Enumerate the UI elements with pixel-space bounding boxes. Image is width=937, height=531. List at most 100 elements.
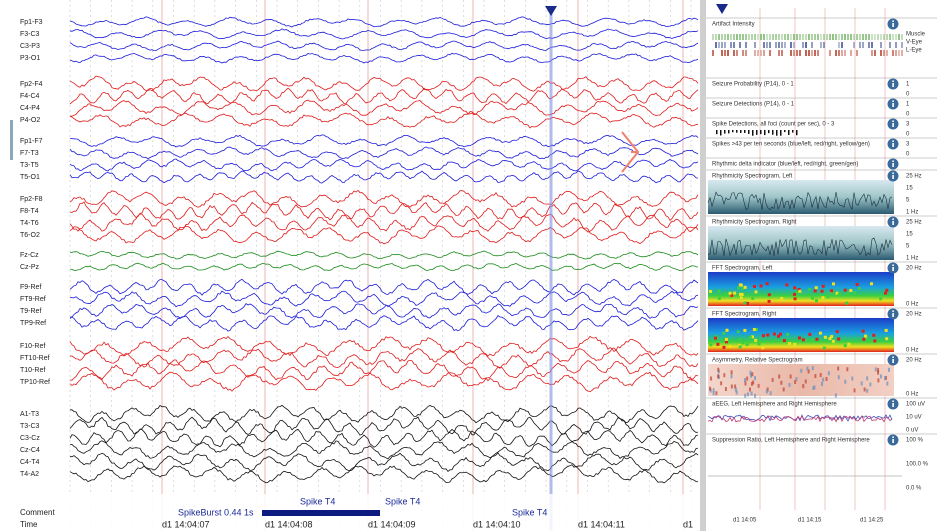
artifact-tick <box>754 42 756 48</box>
spike-bar <box>772 130 774 135</box>
spectrogram-cell <box>715 391 718 396</box>
info-button[interactable] <box>887 138 899 150</box>
info-button[interactable] <box>887 170 899 182</box>
info-button[interactable] <box>887 98 899 110</box>
waveform <box>69 75 699 92</box>
spike-burst-bar[interactable] <box>262 510 380 516</box>
artifact-tick <box>850 50 852 56</box>
spectrogram-cell <box>709 289 713 293</box>
spectrogram-cell <box>872 333 876 337</box>
spectrogram-cell <box>734 384 737 389</box>
info-button[interactable] <box>887 118 899 130</box>
panel-title: FFT Spectrogram, Right <box>712 312 777 318</box>
spectrogram-cell <box>744 393 747 398</box>
info-button[interactable] <box>887 262 899 274</box>
info-dot <box>892 310 894 313</box>
artifact-tick <box>898 50 900 56</box>
info-button[interactable] <box>887 158 899 170</box>
axis-label: 0 <box>906 152 910 158</box>
axis-label: 15 <box>906 232 913 238</box>
artifact-tick <box>823 42 825 48</box>
axis-label: V-Eye <box>906 40 923 46</box>
info-button[interactable] <box>887 308 899 320</box>
spectrogram-cell <box>748 387 751 392</box>
artifact-tick <box>793 34 795 40</box>
time-grid <box>69 0 692 531</box>
waveform <box>69 250 699 260</box>
spectrogram-cell <box>845 301 849 305</box>
artifact-tick <box>805 42 807 48</box>
cursor-handle[interactable] <box>545 6 557 16</box>
scroll-handle[interactable] <box>10 120 13 160</box>
spectrogram-cell <box>741 341 745 345</box>
spectrogram-cell <box>717 289 721 293</box>
info-button[interactable] <box>887 398 899 410</box>
spectrogram-cell <box>851 376 854 381</box>
artifact-tick <box>760 50 762 56</box>
artifact-tick <box>730 34 732 40</box>
artifact-tick <box>805 34 807 40</box>
spectrogram-cell <box>737 286 741 290</box>
spectrogram-cell <box>877 370 880 375</box>
spectrogram-cell <box>728 344 732 348</box>
spectrogram-cell <box>724 340 728 344</box>
comment[interactable]: Spike T4 <box>512 507 547 517</box>
spectrogram-cell <box>754 376 757 381</box>
artifact-tick <box>868 34 870 40</box>
comment[interactable]: Spike T4 <box>300 496 335 506</box>
axis-label: L-Eye <box>906 48 922 54</box>
artifact-tick <box>820 42 822 48</box>
spectrogram-cell <box>767 293 771 297</box>
spectrogram-cell <box>874 367 877 372</box>
artifact-tick <box>739 42 741 48</box>
artifact-tick <box>802 42 804 48</box>
spectrogram-cell <box>797 336 801 340</box>
spectrogram-cell <box>792 292 796 296</box>
artifact-tick <box>817 50 819 56</box>
spectrogram-cell <box>757 383 760 388</box>
spectrogram-cell <box>738 292 742 296</box>
axis-label: 0.0 % <box>906 486 922 492</box>
spectrogram-cell <box>813 289 817 293</box>
spectrogram-cell <box>804 379 807 384</box>
channel-label: T10-Ref <box>20 367 45 374</box>
info-button[interactable] <box>887 434 899 446</box>
waveform <box>69 262 699 272</box>
spectrogram-cell <box>709 343 713 347</box>
artifact-tick <box>859 42 861 48</box>
spectrogram-cell <box>733 291 737 295</box>
spectrogram-cell <box>794 379 797 384</box>
info-button[interactable] <box>887 78 899 90</box>
spectrogram-cell <box>786 332 790 336</box>
info-button[interactable] <box>887 18 899 30</box>
splitter[interactable] <box>700 0 706 531</box>
info-button[interactable] <box>887 216 899 228</box>
artifact-tick <box>898 34 900 40</box>
artifact-tick <box>757 50 759 56</box>
trend-cursor-handle[interactable] <box>716 4 728 14</box>
channel-label: Fp1-F7 <box>20 138 43 145</box>
info-dot <box>892 120 894 123</box>
spectrogram-cell <box>826 295 830 299</box>
comment[interactable]: Spike T4 <box>385 496 420 506</box>
info-glyph <box>892 403 894 407</box>
spectrogram-cell <box>755 328 759 332</box>
channel-label: C4-P4 <box>20 105 40 112</box>
channel-label: T9-Ref <box>20 308 41 315</box>
spectrogram-cell <box>789 374 792 379</box>
artifact-tick <box>862 42 864 48</box>
spectrogram-cell <box>722 345 726 349</box>
comment[interactable]: SpikeBurst 0.44 1s <box>178 507 254 517</box>
channel-label: Fp2-F4 <box>20 81 43 88</box>
artifact-tick <box>754 50 756 56</box>
panel-title: Asymmetry, Relative Spectrogram <box>712 358 803 364</box>
artifact-tick <box>778 42 780 48</box>
waveforms <box>69 16 699 484</box>
artifact-tick <box>835 34 837 40</box>
info-button[interactable] <box>887 354 899 366</box>
spectrogram-cell <box>861 329 865 333</box>
info-glyph <box>892 83 894 87</box>
artifact-tick <box>874 50 876 56</box>
artifact-tick <box>853 34 855 40</box>
spectrogram-cell <box>821 284 825 288</box>
